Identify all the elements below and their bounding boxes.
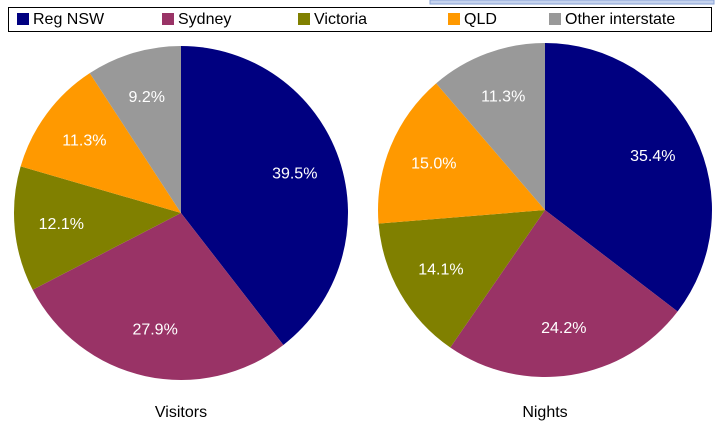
legend-label: Sydney bbox=[178, 11, 231, 28]
pie-slice bbox=[13, 166, 182, 290]
pie-slice bbox=[545, 43, 712, 312]
legend-label: Reg NSW bbox=[33, 11, 105, 28]
slice-label: 11.3% bbox=[481, 88, 525, 105]
pie-slice bbox=[32, 213, 284, 380]
pie-title: Nights bbox=[522, 404, 567, 421]
legend bbox=[8, 7, 712, 32]
slice-label: 12.1% bbox=[39, 216, 84, 233]
slice-label: 35.4% bbox=[630, 148, 675, 165]
pie-slice bbox=[450, 210, 678, 377]
pie-slice bbox=[378, 210, 545, 348]
pie-slice bbox=[436, 43, 545, 210]
legend-swatch bbox=[162, 13, 174, 25]
pie-title: Visitors bbox=[155, 404, 207, 421]
pie-slice bbox=[20, 73, 182, 214]
legend-swatch bbox=[549, 13, 561, 25]
slice-label: 24.2% bbox=[541, 320, 586, 337]
legend-label: QLD bbox=[464, 11, 497, 28]
slice-label: 15.0% bbox=[411, 156, 456, 173]
selection-edge bbox=[429, 0, 715, 5]
pie-slice bbox=[181, 46, 349, 345]
pie-slice bbox=[378, 83, 545, 224]
legend-swatch bbox=[298, 13, 310, 25]
slice-label: 11.3% bbox=[62, 133, 106, 150]
legend-swatch bbox=[17, 13, 29, 25]
legend-label: Other interstate bbox=[565, 11, 675, 28]
legend-swatch bbox=[448, 13, 460, 25]
slice-label: 39.5% bbox=[272, 165, 317, 182]
pie-slice bbox=[89, 46, 181, 213]
slice-label: 27.9% bbox=[132, 322, 177, 339]
legend-label: Victoria bbox=[314, 11, 367, 28]
slice-label: 9.2% bbox=[128, 89, 164, 106]
slice-label: 14.1% bbox=[418, 261, 463, 278]
